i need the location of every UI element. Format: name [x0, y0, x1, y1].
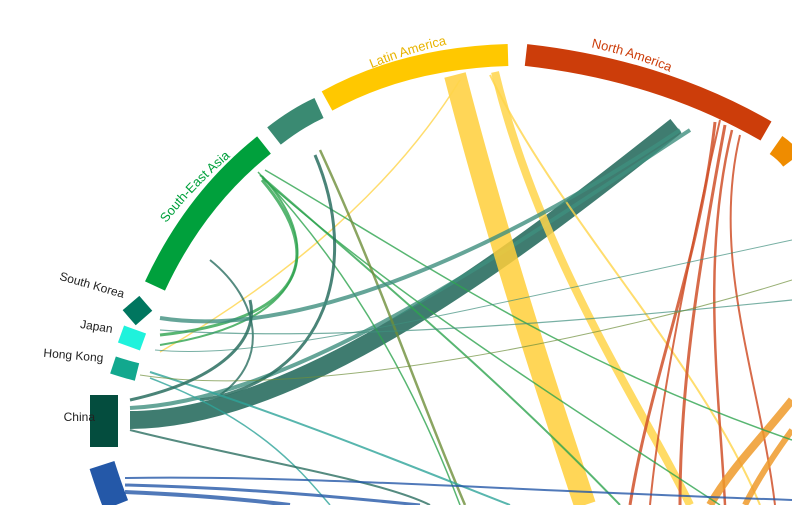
segment-arc-unlabeled-9 [769, 135, 792, 167]
ribbon-28 [129, 299, 253, 402]
ribbon-29 [129, 429, 431, 505]
ribbon-12 [742, 428, 792, 505]
ribbon-16 [257, 171, 461, 505]
ribbon-24 [149, 377, 331, 505]
ribbon-10 [649, 119, 721, 505]
ribbons-layer [124, 71, 792, 505]
ribbon-23 [149, 371, 511, 505]
ribbon-31 [124, 483, 421, 505]
segment-arcs-layer [89, 44, 792, 505]
ribbon-9 [729, 134, 776, 505]
ribbon-8 [713, 129, 734, 505]
ribbon-11 [706, 397, 792, 505]
ribbon-25 [159, 299, 792, 335]
segment-arc-south-east-asia [145, 136, 271, 291]
ribbon-0 [129, 118, 682, 429]
ribbon-15 [264, 169, 792, 441]
label-south-korea: South Korea [58, 269, 126, 301]
ribbon-4 [489, 74, 761, 505]
segment-arc-south-korea [122, 295, 153, 326]
segment-arc-north-america [524, 44, 772, 141]
segment-arc-unlabeled-2 [267, 97, 324, 145]
ribbon-27 [139, 279, 792, 382]
ribbon-22 [159, 128, 682, 324]
ribbon-19 [318, 149, 467, 505]
label-hong-kong: Hong Kong [43, 346, 104, 365]
label-china: China [64, 410, 96, 424]
ribbon-2 [444, 72, 596, 505]
ribbon-20 [199, 154, 337, 402]
segment-arc-latin-america [321, 44, 509, 111]
ribbon-32 [124, 490, 291, 505]
ribbon-7 [678, 124, 727, 505]
ribbon-26 [154, 239, 792, 352]
label-japan: Japan [79, 317, 113, 336]
ribbon-14 [261, 177, 721, 505]
segment-arc-japan [117, 325, 147, 351]
segment-arc-unlabeled-8 [89, 461, 129, 505]
ribbon-3 [491, 71, 694, 505]
ribbon-30 [124, 476, 792, 501]
segment-arc-hong-kong [110, 356, 140, 381]
